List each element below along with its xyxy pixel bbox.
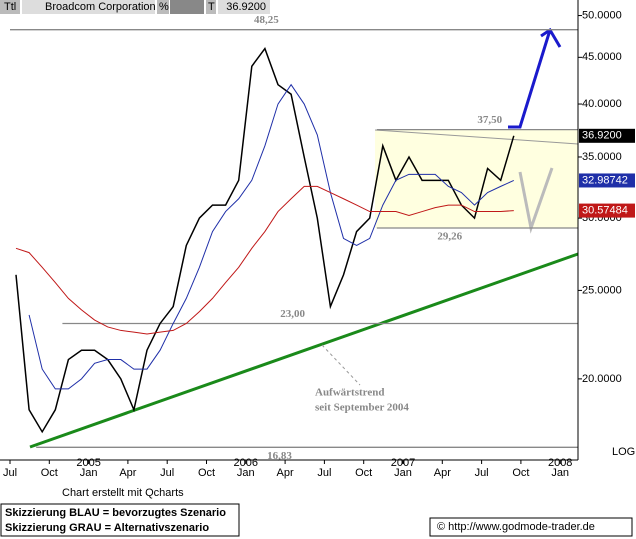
y-tick-label: 25.0000 (582, 284, 622, 296)
level-label: 23,00 (280, 308, 305, 320)
x-tick-label: Jan (80, 467, 98, 479)
x-tick-label: Oct (41, 467, 58, 479)
level-label: 16,83 (267, 450, 292, 462)
y-tick-label: 20.0000 (582, 373, 622, 385)
x-tick-label: Apr (277, 467, 294, 479)
trend-note: seit September 2004 (315, 402, 409, 414)
last-label: 32.98742 (582, 174, 628, 186)
trend-line (29, 252, 579, 449)
header-tag: Ttl (4, 1, 16, 13)
level-label: 48,25 (254, 14, 279, 26)
log-label: LOG (612, 446, 635, 458)
legend-box (0, 503, 240, 537)
x-year-label: 2007 (391, 457, 415, 469)
x-year-label: 2005 (76, 457, 100, 469)
header-name: Broadcom Corporation (45, 1, 156, 13)
x-tick-label: Apr (119, 467, 136, 479)
x-tick-label: Jul (3, 467, 17, 479)
header-box (157, 0, 169, 14)
header-box (206, 0, 216, 14)
scenario-blue (508, 29, 552, 129)
x-tick-label: Oct (512, 467, 529, 479)
scenario-blue-head (540, 27, 562, 48)
level-label: 37,50 (477, 114, 502, 126)
x-tick-label: Jan (237, 467, 255, 479)
last-label: 30.57484 (582, 204, 628, 216)
y-tick-label: 40.0000 (582, 98, 622, 110)
note-pointer (321, 344, 361, 386)
last-label: 36.9200 (582, 130, 622, 142)
legend-note: Skizzierung BLAU = bevorzugtes Szenario (5, 507, 226, 519)
channel-top (374, 129, 579, 145)
header-last: 36.9200 (226, 1, 266, 13)
x-year-label: 2008 (548, 457, 572, 469)
trend-note: Aufwärtstrend (315, 387, 384, 399)
last-label-box (579, 128, 635, 143)
header-pct: % (159, 1, 169, 13)
legend-note: Skizzierung GRAU = Alternativszenario (5, 522, 209, 534)
series-line (28, 83, 515, 390)
copyright: © http://www.godmode-trader.de (437, 521, 595, 533)
header-box (0, 0, 20, 14)
series-line (15, 47, 515, 434)
last-label-box (579, 173, 635, 188)
y-tick-label: 50.0000 (582, 9, 622, 21)
x-tick-label: Apr (434, 467, 451, 479)
last-label-box (579, 203, 635, 218)
x-year-label: 2006 (234, 457, 258, 469)
header-box (22, 0, 155, 14)
y-tick-label: 45.0000 (582, 51, 622, 63)
x-tick-label: Oct (198, 467, 215, 479)
series-line (15, 185, 514, 335)
level-label: 29,26 (437, 231, 462, 243)
y-tick-label: 35.0000 (582, 151, 622, 163)
header-t: T (208, 1, 215, 13)
x-tick-label: Jan (394, 467, 412, 479)
x-tick-label: Jul (317, 467, 331, 479)
header-box (170, 0, 204, 14)
x-tick-label: Jan (551, 467, 569, 479)
credit: Chart erstellt mit Qcharts (62, 487, 184, 499)
x-tick-label: Jul (160, 467, 174, 479)
plot: 48,25 37,50 29,26 23,00 16,83 (10, 14, 578, 462)
header-box (218, 0, 270, 14)
x-tick-label: Oct (355, 467, 372, 479)
x-tick-label: Jul (475, 467, 489, 479)
copyright-box (429, 517, 633, 537)
